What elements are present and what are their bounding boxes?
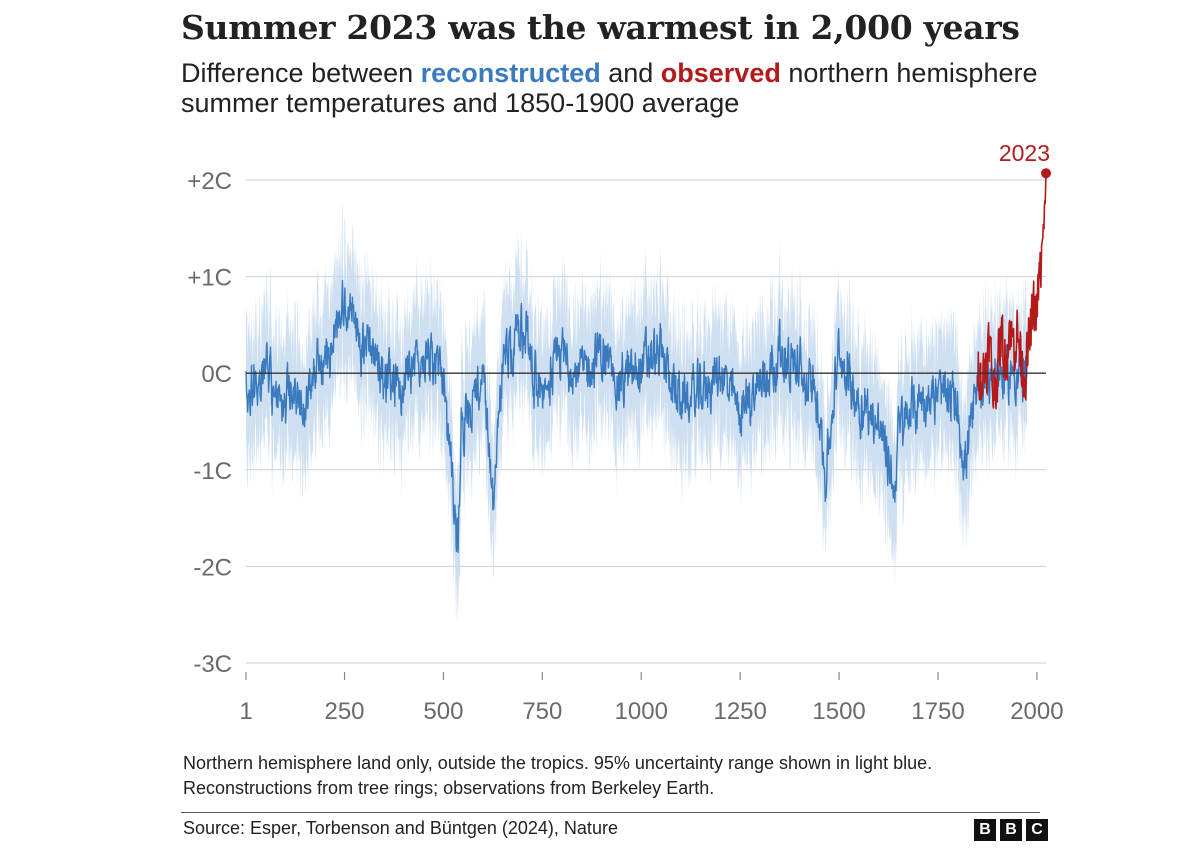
x-tick-label: 250 — [324, 698, 364, 725]
y-tick-label: 0C — [201, 361, 232, 388]
bbc-logo: B B C — [974, 819, 1048, 841]
footer-divider — [181, 812, 1040, 813]
source-text: Source: Esper, Torbenson and Büntgen (20… — [183, 818, 618, 838]
reconstructed-line — [245, 279, 1028, 553]
bbc-logo-letter-2: B — [1000, 819, 1022, 841]
y-tick-label: +1C — [187, 265, 232, 292]
y-tick-label: -1C — [193, 458, 232, 485]
x-tick-label: 1 — [239, 698, 252, 725]
annotation-2023-label: 2023 — [999, 140, 1050, 166]
chart-note: Northern hemisphere land only, outside t… — [183, 753, 933, 798]
x-tick-label: 500 — [423, 698, 463, 725]
uncertainty-band-layer — [246, 204, 1027, 628]
annotation-layer: 2023 — [999, 140, 1051, 179]
chart-subtitle: Difference between reconstructed and obs… — [181, 58, 1061, 118]
series-layer — [245, 173, 1047, 553]
point-2023 — [1041, 168, 1051, 179]
x-tick-label: 1500 — [812, 698, 865, 725]
subtitle-reconstructed: reconstructed — [420, 58, 601, 88]
subtitle-mid: and — [600, 58, 661, 88]
x-tick-label: 750 — [522, 698, 562, 725]
x-tick-label: 1250 — [713, 698, 766, 725]
y-tick-label: -3C — [193, 651, 232, 678]
x-tick-label: 2000 — [1010, 698, 1063, 725]
y-tick-label: -2C — [193, 554, 232, 581]
uncertainty-band — [246, 204, 1027, 628]
bbc-logo-letter-1: B — [974, 819, 996, 841]
observed-line — [976, 173, 1047, 410]
subtitle-pre: Difference between — [181, 58, 421, 88]
subtitle-post: northern hemisphere summer temperatures … — [181, 58, 1038, 118]
x-tick-label: 1750 — [911, 698, 964, 725]
chart-title: Summer 2023 was the warmest in 2,000 yea… — [181, 8, 1020, 47]
subtitle-observed: observed — [660, 58, 781, 88]
x-tick-label: 1000 — [615, 698, 668, 725]
y-tick-label: +2C — [187, 168, 232, 195]
bbc-logo-letter-3: C — [1026, 819, 1048, 841]
